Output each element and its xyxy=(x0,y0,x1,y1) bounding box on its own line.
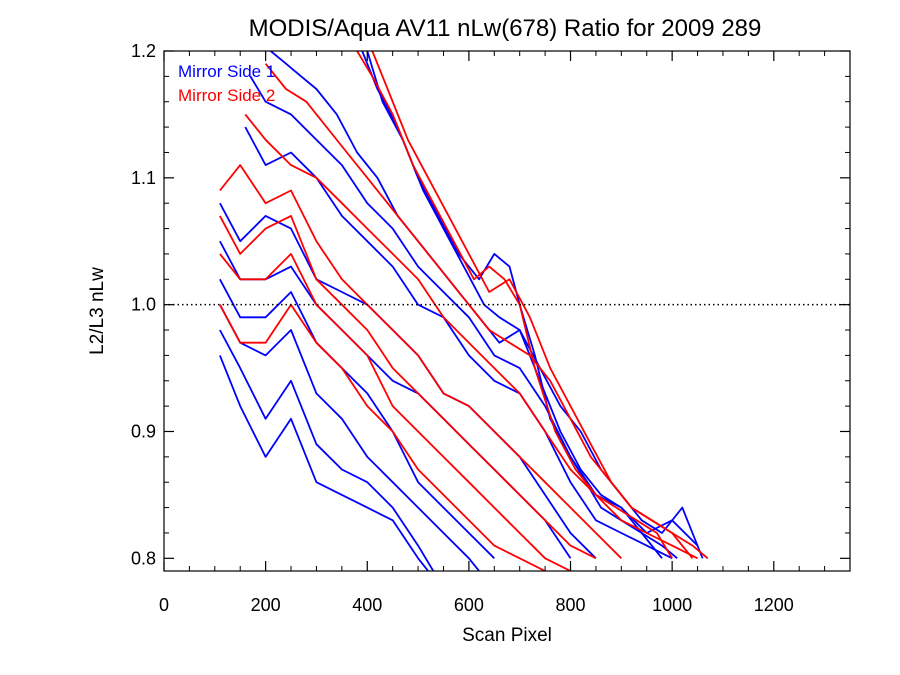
y-tick-label: 0.8 xyxy=(131,548,156,568)
series-line-17 xyxy=(264,63,709,559)
legend-entry-ms2: Mirror Side 2 xyxy=(178,86,275,105)
series-line-16 xyxy=(244,113,699,560)
x-tick-label: 1000 xyxy=(652,595,692,615)
x-tick-label: 800 xyxy=(555,595,585,615)
series-line-15 xyxy=(219,164,622,559)
series-line-14 xyxy=(219,214,597,560)
y-axis-label: L2/L3 nLw xyxy=(87,267,108,355)
series-line-2 xyxy=(219,329,435,571)
y-tick-label: 1.2 xyxy=(131,41,156,61)
series-line-19 xyxy=(371,51,694,559)
x-tick-label: 600 xyxy=(454,595,484,615)
x-tick-label: 200 xyxy=(251,595,281,615)
plot-series xyxy=(219,51,709,571)
series-line-7 xyxy=(244,126,673,560)
chart-title: MODIS/Aqua AV11 nLw(678) Ratio for 2009 … xyxy=(249,15,762,42)
x-tick-label: 0 xyxy=(159,595,169,615)
x-tick-label: 400 xyxy=(352,595,382,615)
legend: Mirror Side 1 Mirror Side 2 xyxy=(178,62,275,105)
axis-ticks: 0 200 400 600 800 1000 1200 0.8 0.9 1.0 1.1 1.2 xyxy=(131,41,851,615)
series-line-13 xyxy=(219,252,571,571)
y-tick-label: 0.9 xyxy=(131,421,156,441)
x-axis-label: Scan Pixel xyxy=(462,625,552,646)
plot-frame xyxy=(163,50,851,572)
series-line-3 xyxy=(219,304,480,571)
y-tick-label: 1.1 xyxy=(131,168,156,188)
y-tick-label: 1.0 xyxy=(131,295,156,315)
x-tick-label: 1200 xyxy=(754,595,794,615)
series-line-12 xyxy=(219,303,546,571)
series-line-1 xyxy=(219,355,429,571)
series-line-18 xyxy=(356,51,673,559)
legend-entry-ms1: Mirror Side 1 xyxy=(178,62,275,81)
series-line-4 xyxy=(219,278,495,559)
